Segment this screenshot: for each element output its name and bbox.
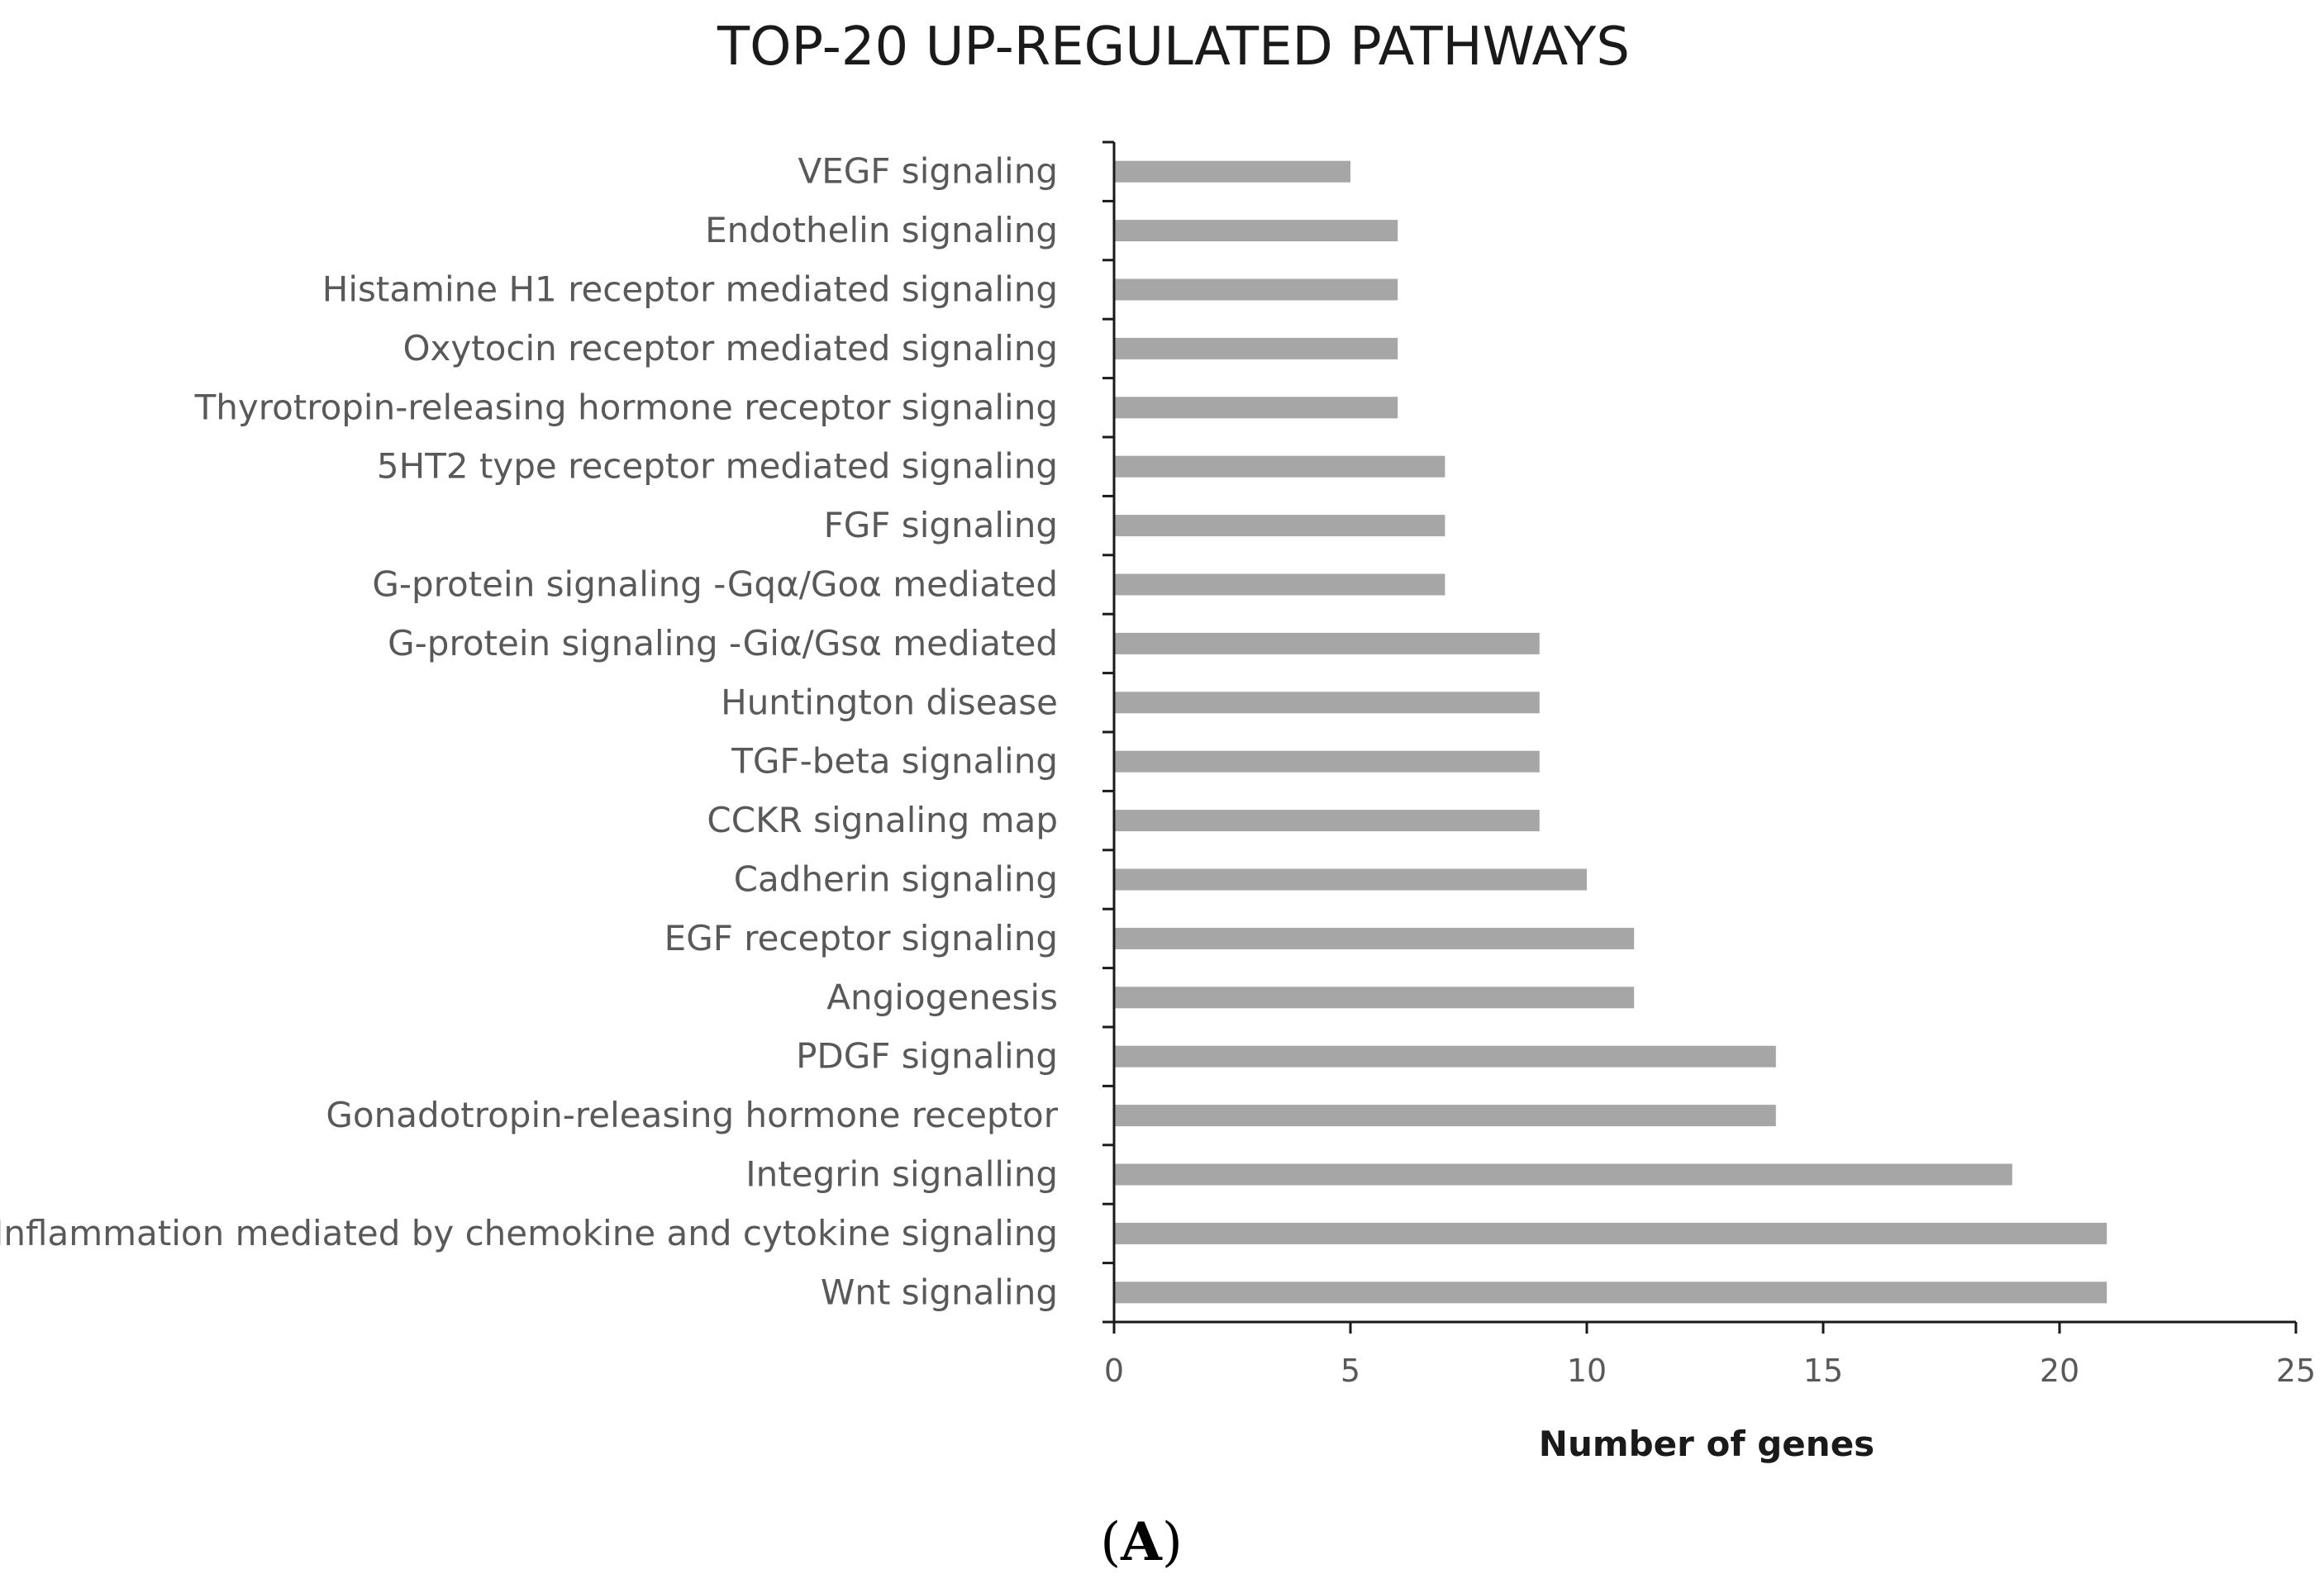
- bar: [1114, 515, 1445, 537]
- category-label: Gonadotropin-releasing hormone receptor: [326, 1095, 1058, 1135]
- bar: [1114, 278, 1398, 301]
- bar: [1114, 1105, 1776, 1127]
- category-label: EGF receptor signaling: [664, 918, 1058, 958]
- bar: [1114, 573, 1445, 596]
- x-tick-label: 5: [1341, 1353, 1360, 1389]
- bar: [1114, 1222, 2107, 1244]
- bar: [1114, 397, 1398, 419]
- category-label: Thyrotropin-releasing hormone receptor s…: [194, 387, 1058, 427]
- category-label: G-protein signaling -Giα/Gsα mediated: [388, 623, 1058, 663]
- chart-title: TOP-20 UP-REGULATED PATHWAYS: [717, 17, 1630, 78]
- category-label: TGF-beta signaling: [731, 741, 1058, 782]
- bar: [1114, 692, 1540, 714]
- bar: [1114, 868, 1587, 891]
- x-tick-label: 25: [2276, 1353, 2316, 1389]
- category-label: CCKR signaling map: [707, 800, 1058, 840]
- category-label: Angiogenesis: [826, 977, 1058, 1017]
- bar: [1114, 1045, 1776, 1068]
- category-label: PDGF signaling: [796, 1036, 1058, 1077]
- category-label: Endothelin signaling: [705, 210, 1058, 250]
- bars-layer: [1114, 160, 2107, 1304]
- x-tick-label: 15: [1803, 1353, 1843, 1389]
- bar: [1114, 455, 1445, 478]
- category-label: Huntington disease: [721, 682, 1058, 722]
- bar: [1114, 632, 1540, 654]
- bar: [1114, 987, 1635, 1009]
- category-label: Wnt signaling: [821, 1272, 1058, 1312]
- category-label: VEGF signaling: [798, 151, 1058, 192]
- bar: [1114, 220, 1398, 242]
- panel-label: (A): [1100, 1511, 1183, 1573]
- x-tick-labels: 0 5 10 15 20 25: [1104, 1353, 2316, 1389]
- category-label: 5HT2 type receptor mediated signaling: [377, 446, 1058, 487]
- x-tick-label: 20: [2040, 1353, 2079, 1389]
- panel-label-close: ): [1162, 1512, 1183, 1573]
- panel-label-open: (: [1100, 1512, 1121, 1573]
- bar: [1114, 337, 1398, 359]
- category-label: Cadherin signaling: [734, 859, 1058, 900]
- category-label: G-protein signaling -Gqα/Goα mediated: [372, 564, 1058, 605]
- bar: [1114, 160, 1350, 183]
- category-label: Histamine H1 receptor mediated signaling: [322, 269, 1058, 310]
- category-label: Oxytocin receptor mediated signaling: [402, 328, 1058, 369]
- category-label: FGF signaling: [824, 505, 1058, 545]
- category-labels: VEGF signaling Endothelin signaling Histam…: [0, 151, 1059, 1313]
- panel-label-letter: A: [1120, 1511, 1163, 1573]
- bar: [1114, 1163, 2012, 1186]
- x-tick-label: 0: [1104, 1353, 1124, 1389]
- axes: [1102, 140, 2298, 1334]
- x-axis-title: Number of genes: [1539, 1424, 1874, 1464]
- bar: [1114, 810, 1540, 832]
- x-tick-label: 10: [1567, 1353, 1607, 1389]
- bar: [1114, 927, 1635, 949]
- bar: [1114, 1282, 2107, 1304]
- category-label: Inflammation mediated by chemokine and c…: [0, 1213, 1058, 1253]
- category-label: Integrin signalling: [745, 1154, 1058, 1195]
- bar: [1114, 750, 1540, 773]
